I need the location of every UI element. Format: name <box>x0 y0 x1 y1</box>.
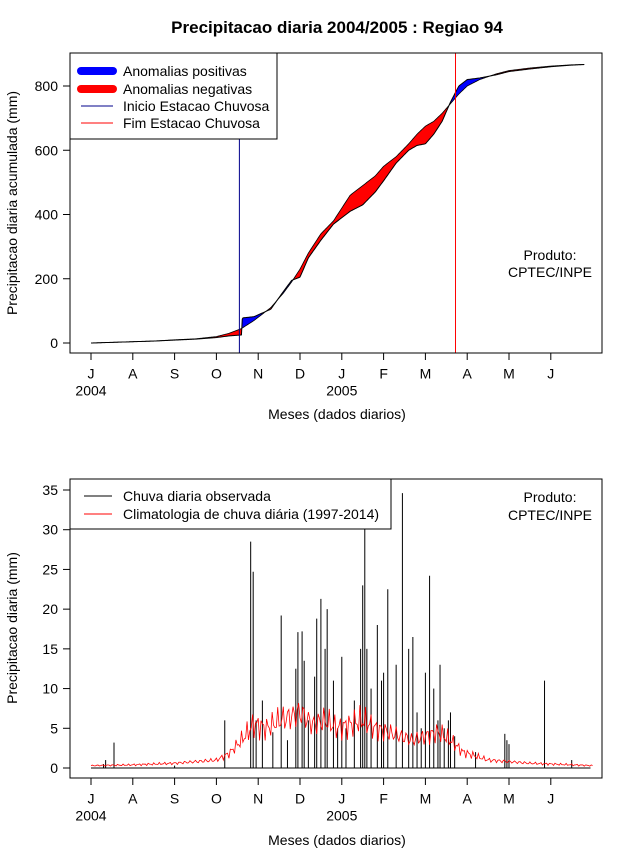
x-tick-label: M <box>420 790 432 806</box>
negative-anomaly-area-1 <box>154 319 243 342</box>
y-tick-label: 0 <box>50 335 58 351</box>
x-year-label: 2005 <box>326 807 357 823</box>
x-tick-label: D <box>295 790 305 806</box>
x-tick-label: M <box>503 365 515 381</box>
x-tick-label: S <box>170 365 179 381</box>
x-tick-label: S <box>170 790 179 806</box>
legend-label-observed: Chuva diaria observada <box>123 488 271 504</box>
legend-label-negative: Anomalias negativas <box>123 81 252 97</box>
x-year-label: 2005 <box>326 382 357 398</box>
x-tick-label: M <box>503 790 515 806</box>
climatology-daily-line <box>90 703 593 767</box>
climatology-cumulative-line <box>90 64 585 344</box>
y-axis-label-bottom: Precipitacao diaria (mm) <box>4 552 20 704</box>
x-tick-label: J <box>338 790 345 806</box>
y-axis-label-top: Precipitacao diaria acumulada (mm) <box>4 91 20 315</box>
product-label-bottom: Produto: <box>524 489 577 505</box>
cumulative-lines-layer <box>90 64 585 344</box>
x-tick-label: J <box>338 365 345 381</box>
x-tick-label: J <box>547 790 554 806</box>
y-tick-label: 800 <box>35 78 59 94</box>
x-tick-label: A <box>463 365 473 381</box>
climatology-layer <box>90 703 593 767</box>
y-tick-label: 25 <box>42 561 58 577</box>
x-tick-label: D <box>295 365 305 381</box>
x-axis-label-top: Meses (dados diarios) <box>268 406 406 422</box>
chart-title: Precipitacao diaria 2004/2005 : Regiao 9… <box>171 18 503 37</box>
x-tick-label: J <box>547 365 554 381</box>
y-tick-label: 30 <box>42 522 58 538</box>
x-tick-label: A <box>128 365 138 381</box>
product-source-top: CPTEC/INPE <box>508 264 592 280</box>
legend-box-bottom <box>69 478 392 530</box>
x-tick-label: J <box>88 365 95 381</box>
cumulative-chart: Precipitacao diaria 2004/2005 : Regiao 9… <box>4 18 603 422</box>
x-tick-label: M <box>420 365 432 381</box>
negative-anomaly-area-7 <box>490 64 585 76</box>
legend-label-climatology: Climatologia de chuva diária (1997-2014) <box>123 506 379 522</box>
y-axis-top: 0 200 400 600 800 <box>35 78 71 351</box>
legend-label-season-end: Fim Estacao Chuvosa <box>123 115 260 131</box>
y-tick-label: 600 <box>35 142 59 158</box>
x-tick-label: N <box>253 365 263 381</box>
legend-label-positive: Anomalias positivas <box>123 63 247 79</box>
x-tick-label: F <box>379 365 388 381</box>
x-year-label: 2004 <box>75 807 106 823</box>
product-source-bottom: CPTEC/INPE <box>508 507 592 523</box>
x-tick-label: O <box>211 365 222 381</box>
negative-anomaly-area-5 <box>293 104 450 280</box>
product-label-top: Produto: <box>524 247 577 263</box>
x-year-label: 2004 <box>75 382 106 398</box>
y-tick-label: 10 <box>42 681 58 697</box>
x-tick-label: A <box>463 790 473 806</box>
y-tick-label: 200 <box>35 271 59 287</box>
legend-bottom: Chuva diaria observada Climatologia de c… <box>69 478 392 530</box>
x-axis-label-bottom: Meses (dados diarios) <box>268 832 406 848</box>
legend-label-season-start: Inicio Estacao Chuvosa <box>123 98 270 114</box>
y-tick-label: 5 <box>50 720 58 736</box>
positive-anomaly-area-6 <box>449 75 491 105</box>
y-tick-label: 400 <box>35 207 59 223</box>
y-tick-label: 35 <box>42 482 58 498</box>
y-tick-label: 0 <box>50 760 58 776</box>
x-tick-label: F <box>379 790 388 806</box>
observed-bars-layer <box>91 482 591 769</box>
y-axis-bottom: 0 5 10 15 20 25 30 35 <box>42 482 71 776</box>
x-tick-label: J <box>88 790 95 806</box>
y-tick-label: 20 <box>42 601 58 617</box>
x-tick-label: N <box>253 790 263 806</box>
legend-top: Anomalias positivas Anomalias negativas … <box>69 52 278 140</box>
x-tick-label: O <box>211 790 222 806</box>
x-tick-label: A <box>128 790 138 806</box>
y-tick-label: 15 <box>42 641 58 657</box>
